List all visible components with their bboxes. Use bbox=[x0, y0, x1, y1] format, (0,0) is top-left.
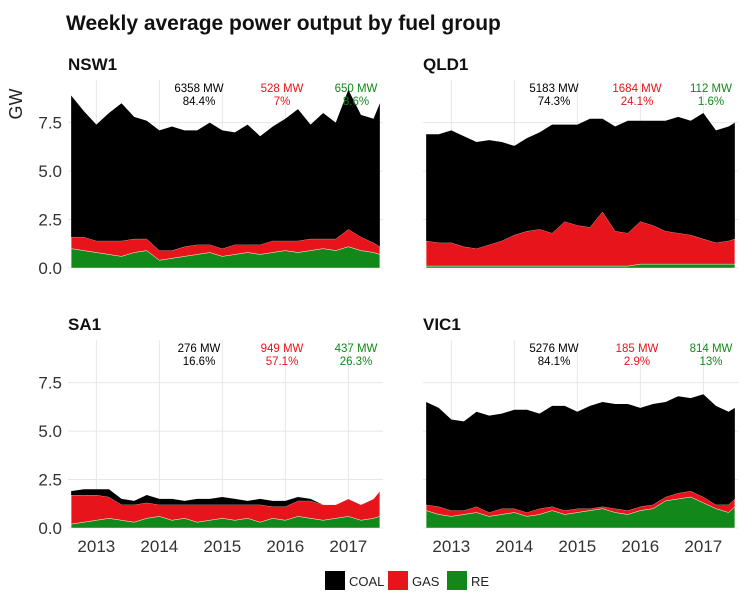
y-tick-label: 0.0 bbox=[38, 519, 62, 538]
legend: COAL GAS RE bbox=[325, 571, 489, 590]
annotation-mw: 1684 MW bbox=[612, 83, 661, 95]
annotation-pct: 57.1% bbox=[266, 356, 299, 368]
area-coal bbox=[426, 394, 735, 513]
annotation-mw: 814 MW bbox=[690, 343, 733, 355]
legend-swatch-re bbox=[447, 571, 467, 590]
x-tick-label: 2017 bbox=[329, 537, 367, 556]
annotation-mw: 6358 MW bbox=[174, 83, 223, 95]
panel-sa1: SA1 0.0 2.5 5.0 7.5 2013 2014 2015 2016 2017 276 M… bbox=[38, 315, 383, 556]
annotation-mw: 650 MW bbox=[335, 83, 378, 95]
area-coal bbox=[71, 89, 380, 251]
area-coal bbox=[71, 489, 380, 507]
annotation-mw: 437 MW bbox=[335, 343, 378, 355]
legend-label-coal: COAL bbox=[349, 574, 384, 589]
annotation-mw: 528 MW bbox=[261, 83, 304, 95]
annotation-mw: 185 MW bbox=[616, 343, 659, 355]
x-tick-label: 2017 bbox=[684, 537, 722, 556]
legend-swatch-gas bbox=[388, 571, 408, 590]
annotation-pct: 1.6% bbox=[698, 96, 724, 108]
x-tick-label: 2013 bbox=[432, 537, 470, 556]
area-gas bbox=[425, 490, 736, 517]
annotation-pct: 2.9% bbox=[624, 356, 650, 368]
annotation-pct: 13% bbox=[699, 356, 722, 368]
y-tick-label: 5.0 bbox=[38, 422, 62, 441]
y-tick-label: 0.0 bbox=[38, 259, 62, 278]
annotation-pct: 74.3% bbox=[538, 96, 571, 108]
y-tick-label: 7.5 bbox=[38, 114, 62, 133]
legend-label-re: RE bbox=[471, 574, 489, 589]
x-tick-label: 2016 bbox=[621, 537, 659, 556]
panel-title: SA1 bbox=[68, 315, 101, 334]
area-coal bbox=[426, 112, 735, 249]
annotation-mw: 5183 MW bbox=[529, 83, 578, 95]
y-tick-label: 2.5 bbox=[38, 211, 62, 230]
chart-title: Weekly average power output by fuel grou… bbox=[66, 12, 501, 35]
annotation-pct: 26.3% bbox=[340, 356, 373, 368]
y-tick-label: 2.5 bbox=[38, 471, 62, 490]
annotation-pct: 84.1% bbox=[538, 356, 571, 368]
panel-title: QLD1 bbox=[423, 55, 468, 74]
annotation-pct: 24.1% bbox=[621, 96, 654, 108]
annotation-mw: 5276 MW bbox=[529, 343, 578, 355]
x-tick-label: 2013 bbox=[77, 537, 115, 556]
legend-label-gas: GAS bbox=[412, 574, 440, 589]
x-tick-label: 2015 bbox=[203, 537, 241, 556]
annotation-pct: 16.6% bbox=[183, 356, 216, 368]
panel-title: NSW1 bbox=[68, 55, 117, 74]
x-tick-label: 2014 bbox=[495, 537, 533, 556]
panel-title: VIC1 bbox=[423, 315, 461, 334]
y-axis-label: GW bbox=[6, 88, 26, 119]
legend-swatch-coal bbox=[325, 571, 345, 590]
annotation-pct: 84.4% bbox=[183, 96, 216, 108]
x-tick-label: 2016 bbox=[266, 537, 304, 556]
annotation-mw: 276 MW bbox=[178, 343, 221, 355]
x-tick-label: 2015 bbox=[558, 537, 596, 556]
annotation-pct: 7% bbox=[274, 96, 291, 108]
y-tick-label: 7.5 bbox=[38, 374, 62, 393]
annotation-mw: 112 MW bbox=[690, 83, 732, 95]
annotation-mw: 949 MW bbox=[261, 343, 304, 355]
y-tick-label: 5.0 bbox=[38, 162, 62, 181]
x-tick-label: 2014 bbox=[140, 537, 178, 556]
annotation-pct: 8.6% bbox=[343, 96, 369, 108]
